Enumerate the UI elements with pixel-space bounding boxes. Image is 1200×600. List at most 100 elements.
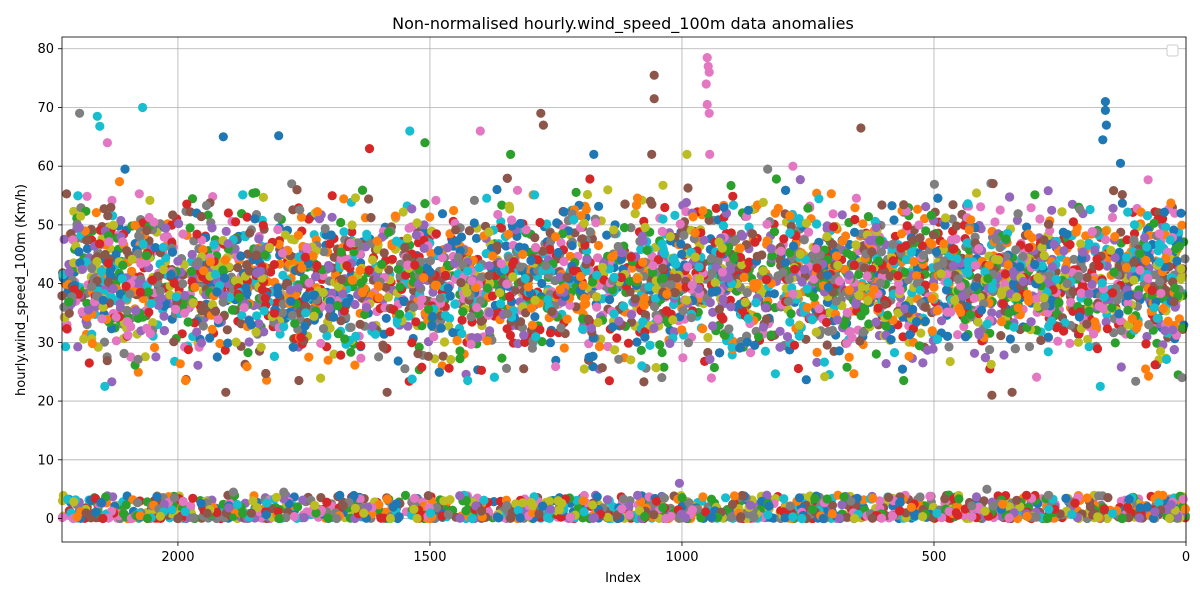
data-point — [258, 220, 268, 230]
data-point — [141, 257, 151, 267]
data-point — [576, 211, 586, 221]
data-point — [649, 301, 660, 312]
data-point — [812, 347, 822, 357]
data-point — [472, 303, 482, 313]
data-point — [814, 304, 824, 314]
data-point — [1013, 303, 1023, 313]
data-point — [851, 193, 862, 203]
data-point — [1082, 272, 1092, 283]
data-point — [111, 312, 121, 322]
data-point — [637, 361, 647, 371]
data-point — [79, 334, 89, 344]
data-point — [342, 261, 352, 271]
data-point — [141, 250, 151, 261]
data-point — [527, 343, 538, 353]
data-point — [854, 290, 864, 300]
data-point — [657, 239, 667, 249]
data-point — [944, 342, 954, 352]
data-point — [844, 285, 855, 295]
data-point — [715, 348, 725, 358]
data-point — [785, 211, 795, 221]
data-point — [144, 307, 154, 317]
data-point — [665, 338, 675, 348]
data-point — [638, 257, 648, 267]
data-point — [965, 310, 976, 320]
data-point — [425, 212, 435, 222]
data-points — [57, 53, 1190, 524]
data-point — [339, 306, 349, 316]
data-point — [231, 337, 241, 347]
data-point — [829, 222, 839, 232]
data-point — [1131, 376, 1141, 386]
data-point — [973, 317, 983, 327]
data-point — [1107, 288, 1118, 298]
data-point — [927, 326, 937, 336]
data-point — [487, 291, 497, 301]
data-point — [420, 199, 430, 209]
data-point — [342, 298, 352, 308]
data-point — [256, 342, 266, 352]
data-point — [1154, 229, 1165, 239]
data-point — [401, 270, 411, 280]
data-point — [647, 267, 658, 277]
data-point — [912, 204, 923, 214]
data-point — [675, 219, 685, 229]
data-point — [632, 274, 642, 284]
data-point — [1141, 364, 1151, 374]
data-point — [833, 260, 843, 270]
data-point — [820, 372, 830, 382]
data-point — [666, 280, 676, 290]
data-point — [832, 315, 843, 325]
data-point — [912, 317, 922, 327]
data-point — [871, 317, 881, 327]
data-point — [1083, 297, 1093, 307]
data-point — [269, 260, 279, 270]
data-point — [929, 230, 939, 240]
data-point — [355, 265, 365, 276]
data-point — [849, 369, 859, 379]
data-point — [882, 310, 893, 320]
data-point — [959, 321, 969, 332]
data-point — [450, 299, 460, 309]
data-point — [130, 220, 140, 230]
data-point — [333, 281, 344, 292]
data-point — [582, 255, 592, 265]
data-point — [874, 256, 884, 266]
data-point — [347, 275, 358, 285]
data-point — [758, 197, 768, 207]
data-point — [1109, 186, 1119, 196]
data-point — [807, 315, 817, 325]
data-point — [262, 375, 272, 385]
data-point — [704, 215, 714, 225]
data-point — [900, 304, 910, 314]
data-point — [794, 320, 805, 330]
data-point — [122, 246, 132, 256]
data-point — [527, 320, 538, 330]
data-point — [484, 227, 494, 237]
data-point — [346, 322, 356, 332]
data-point — [1141, 339, 1151, 349]
data-point — [761, 275, 772, 285]
data-point — [251, 327, 261, 337]
data-point — [973, 273, 983, 283]
data-point — [881, 321, 891, 331]
data-point — [271, 298, 281, 308]
data-point — [304, 278, 314, 288]
data-point — [725, 295, 736, 305]
data-point — [403, 260, 413, 270]
data-point — [541, 261, 551, 271]
data-point — [604, 376, 615, 386]
data-point — [545, 244, 555, 255]
data-point — [1174, 241, 1184, 251]
data-point — [337, 274, 347, 285]
data-point — [915, 233, 925, 243]
data-point — [111, 336, 121, 346]
data-point — [419, 220, 429, 230]
data-point — [860, 306, 870, 316]
data-point — [515, 218, 526, 229]
data-point — [776, 246, 786, 256]
data-point — [161, 223, 171, 233]
data-point — [1166, 198, 1176, 208]
data-point — [880, 299, 890, 309]
data-point — [983, 274, 993, 284]
